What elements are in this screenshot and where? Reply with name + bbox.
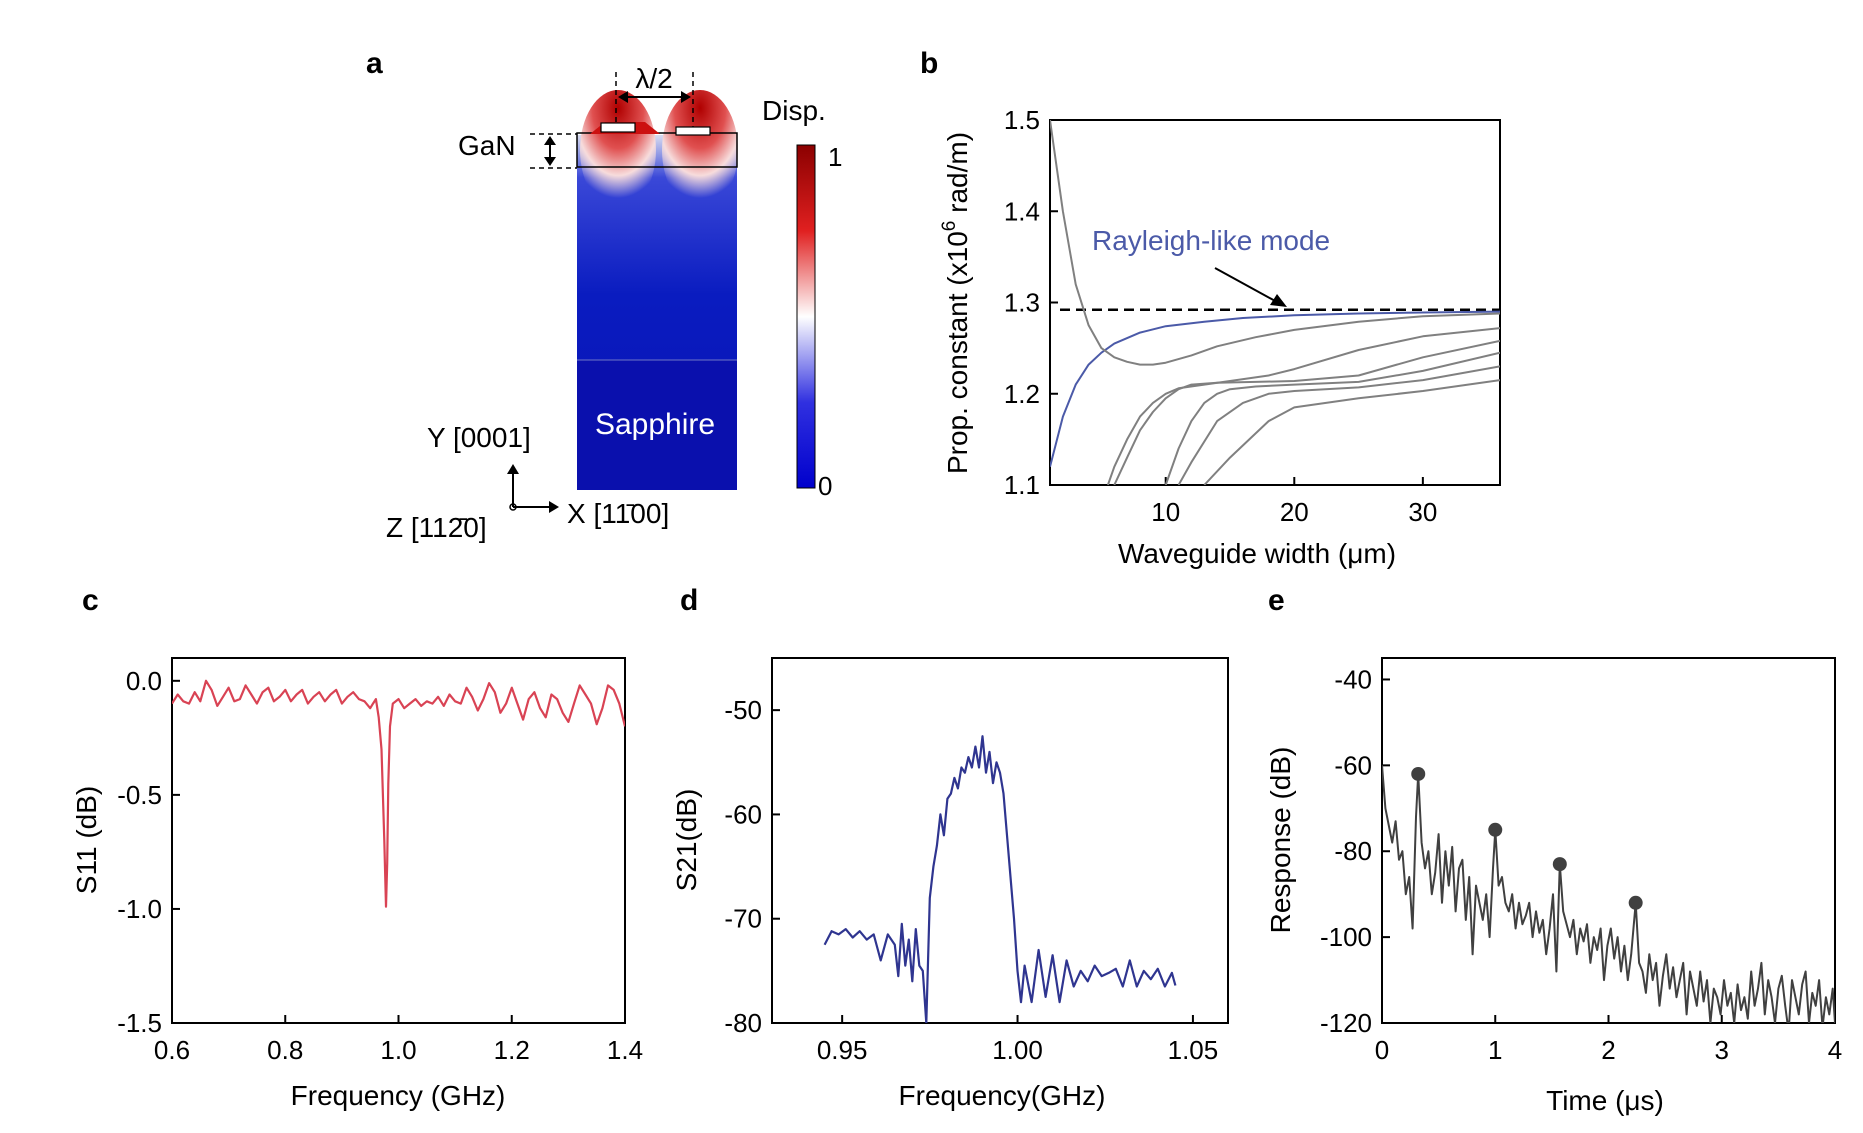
y-tick-label: 1.1 <box>1004 470 1040 500</box>
y-tick-label: -70 <box>724 904 762 934</box>
panel-label-d: d <box>680 584 698 617</box>
chart-d-ylabel: S21(dB) <box>671 789 702 892</box>
y-tick-label: 0.0 <box>126 666 162 696</box>
colorbar <box>796 144 816 489</box>
x-tick-label: 1 <box>1488 1035 1502 1065</box>
electrode-right <box>675 126 711 136</box>
panel-b: b 10 20 30 1.1 1.2 1.3 1.4 1.5 Rayleigh-like mo… <box>920 47 1501 569</box>
peak-marker <box>1552 857 1567 872</box>
x-tick-label: 1.05 <box>1168 1035 1219 1065</box>
chart-e-ylabel: Response (dB) <box>1265 747 1296 934</box>
series-line-4 <box>1164 351 1500 485</box>
x-tick-label: 1.2 <box>494 1035 530 1065</box>
y-tick-label: -50 <box>724 695 762 725</box>
chart-c-xlabel: Frequency (GHz) <box>291 1080 506 1111</box>
lambda-label: λ/2 <box>635 63 672 94</box>
colorbar-title: Disp. <box>762 95 826 126</box>
gan-label: GaN <box>458 130 516 161</box>
x-tick-label: 4 <box>1828 1035 1842 1065</box>
y-tick-label: -80 <box>724 1008 762 1038</box>
x-tick-label: 10 <box>1151 497 1180 527</box>
series-line-0 <box>1382 765 1835 1023</box>
axis-y-label: Y [0001] <box>427 422 531 453</box>
axis-z-label: Z [112̄0] <box>386 512 487 543</box>
plot-frame <box>171 657 626 1024</box>
chart-e-plot: 0 1 2 3 4 -40 -60 -80 -100 -120 <box>1320 657 1842 1065</box>
chart-d-plot: 0.95 1.00 1.05 -50 -60 -70 -80 <box>724 657 1229 1065</box>
chart-b-annotation: Rayleigh-like mode <box>1092 225 1330 256</box>
panel-label-b: b <box>920 47 938 80</box>
y-tick-label: 1.2 <box>1004 379 1040 409</box>
y-tick-label: -1.0 <box>117 894 162 924</box>
chart-c-ylabel: S11 (dB) <box>71 786 102 894</box>
plot-frame <box>771 657 1229 1024</box>
colorbar-min-label: 0 <box>818 471 832 501</box>
y-tick-label: 1.4 <box>1004 196 1040 226</box>
y-tick-label: -60 <box>1334 750 1372 780</box>
y-tick-label: -120 <box>1320 1008 1372 1038</box>
x-tick-label: 1.0 <box>380 1035 416 1065</box>
x-tick-label: 20 <box>1280 497 1309 527</box>
y-tick-label: -0.5 <box>117 780 162 810</box>
series-line-3 <box>1113 339 1500 485</box>
panel-d: d 0.95 1.00 1.05 -50 -60 -70 -80 Frequency(GHz… <box>671 584 1229 1111</box>
series-line-2 <box>1106 327 1500 485</box>
peak-marker <box>1411 766 1426 781</box>
x-tick-label: 3 <box>1715 1035 1729 1065</box>
displacement-lobe-right <box>662 90 738 210</box>
x-tick-label: 0.6 <box>154 1035 190 1065</box>
panel-label-e: e <box>1268 584 1285 617</box>
chart-c-plot: 0.6 0.8 1.0 1.2 1.4 0.0 -0.5 -1.0 -1.5 <box>117 657 643 1065</box>
series-line-0 <box>823 735 1177 1023</box>
x-tick-label: 2 <box>1601 1035 1615 1065</box>
x-tick-label: 0 <box>1375 1035 1389 1065</box>
chart-e-xlabel: Time (μs) <box>1546 1085 1664 1116</box>
plot-frame <box>1381 657 1836 1024</box>
axis-x-label: X [11̄00] <box>567 498 669 529</box>
y-tick-label: 1.3 <box>1004 288 1040 318</box>
y-tick-label: -1.5 <box>117 1008 162 1038</box>
chart-b-plot: 10 20 30 1.1 1.2 1.3 1.4 1.5 <box>1004 105 1501 527</box>
y-tick-label: -100 <box>1320 922 1372 952</box>
series-line-5 <box>1177 365 1500 485</box>
sapphire-label: Sapphire <box>595 408 715 441</box>
y-tick-label: -80 <box>1334 836 1372 866</box>
series-line-0 <box>1050 310 1500 468</box>
panel-a: a λ/2 GaN Sapphire Y [0001] X [11̄00] Z … <box>366 47 842 543</box>
series-line-6 <box>1203 379 1500 485</box>
panel-c: c 0.6 0.8 1.0 1.2 1.4 0.0 -0.5 -1.0 -1.5 Frequen… <box>71 584 643 1111</box>
series-line-1 <box>1050 120 1500 366</box>
electrode-left <box>600 122 636 133</box>
x-tick-label: 0.8 <box>267 1035 303 1065</box>
displacement-lobe-left <box>580 90 656 210</box>
panel-label-c: c <box>82 584 99 617</box>
x-tick-label: 1.00 <box>992 1035 1043 1065</box>
colorbar-max-label: 1 <box>828 142 842 172</box>
x-tick-label: 1.4 <box>607 1035 643 1065</box>
panel-e: e 0 1 2 3 4 -40 -60 -80 -100 -120 Time (μs) Respo… <box>1265 584 1842 1116</box>
peak-marker <box>1488 822 1503 837</box>
chart-b-ylabel: Prop. constant (x106 rad/m) <box>939 132 973 474</box>
peak-marker <box>1628 895 1643 910</box>
y-tick-label: -60 <box>724 799 762 829</box>
y-tick-label: -40 <box>1334 664 1372 694</box>
panel-label-a: a <box>366 47 383 80</box>
chart-b-xlabel: Waveguide width (μm) <box>1118 538 1396 569</box>
chart-d-xlabel: Frequency(GHz) <box>899 1080 1106 1111</box>
x-tick-label: 30 <box>1408 497 1437 527</box>
x-tick-label: 0.95 <box>817 1035 868 1065</box>
y-tick-label: 1.5 <box>1004 105 1040 135</box>
series-line-0 <box>172 679 625 908</box>
